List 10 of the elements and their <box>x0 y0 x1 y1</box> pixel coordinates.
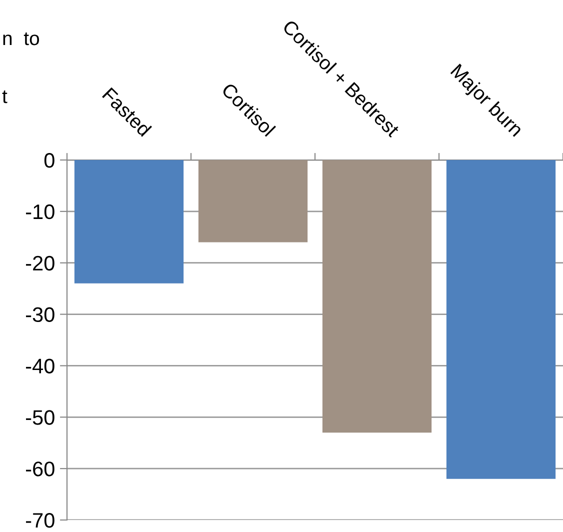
text: n to <box>3 32 40 46</box>
y-tick-label: 0 <box>44 153 54 168</box>
y-tick-label: -20 <box>26 256 54 271</box>
y-tick-label: -10 <box>26 204 54 220</box>
y-tick-label: -60 <box>26 462 54 476</box>
text: t <box>2 90 8 104</box>
y-tick-label: -50 <box>26 410 54 425</box>
y-tick-label: -40 <box>26 358 54 374</box>
y-tick-label: -70 <box>26 513 54 528</box>
y-tick-label: -30 <box>26 307 54 322</box>
